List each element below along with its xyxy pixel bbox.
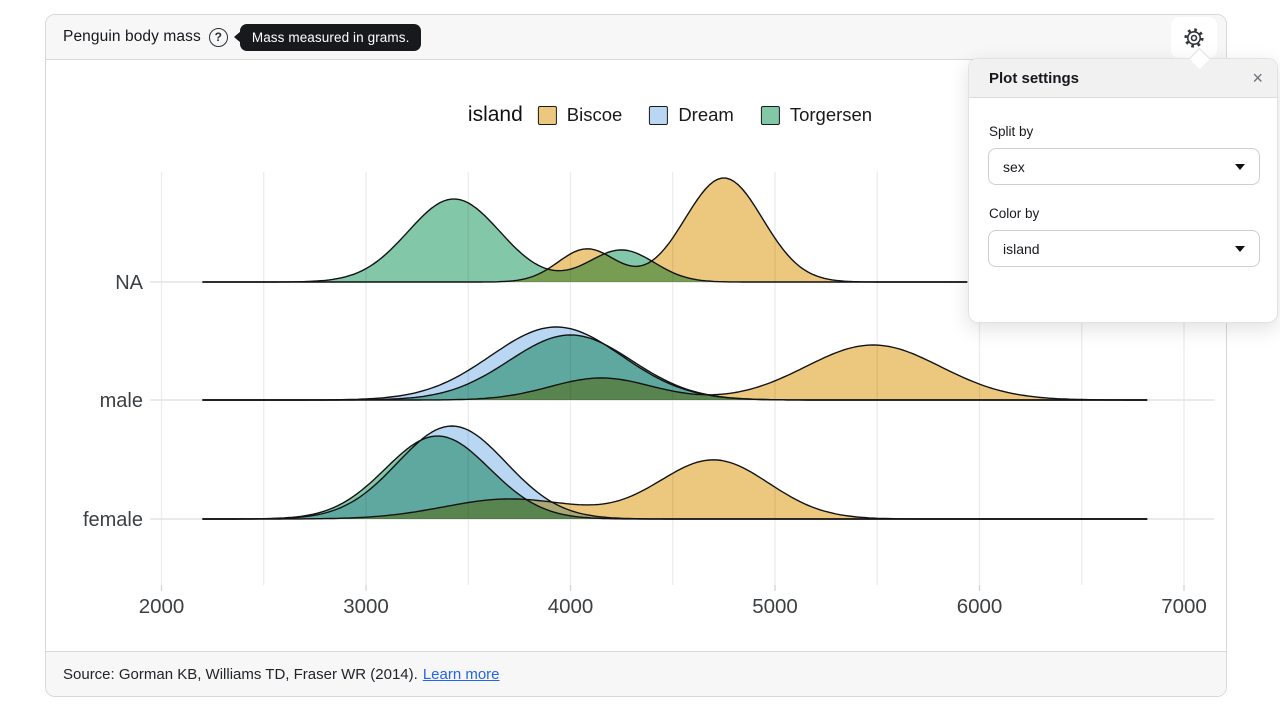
legend-label: Dream xyxy=(678,104,734,125)
page-title: Penguin body mass xyxy=(63,28,201,45)
popover-body: Split by sex Color by island xyxy=(969,98,1277,267)
tooltip-arrow-icon xyxy=(233,31,241,43)
x-tick-label: 5000 xyxy=(752,595,798,618)
chevron-down-icon xyxy=(1235,245,1245,252)
legend-label: Torgersen xyxy=(789,104,873,125)
gear-icon xyxy=(1184,27,1204,48)
split-by-label: Split by xyxy=(989,124,1034,139)
help-icon[interactable]: ? xyxy=(208,27,228,47)
popover-header: Plot settings × xyxy=(969,59,1277,98)
plot-settings-panel: Plot settings × Split by sex Color by is… xyxy=(968,47,1278,323)
x-tick-label: 3000 xyxy=(343,595,389,618)
help-tooltip: Mass measured in grams. xyxy=(233,23,422,51)
popover-title: Plot settings xyxy=(989,69,1080,87)
x-tick-label: 2000 xyxy=(139,595,185,618)
row-label: NA xyxy=(115,272,143,294)
legend-label: Biscoe xyxy=(566,104,623,125)
tooltip-text: Mass measured in grams. xyxy=(251,29,410,45)
color-by-value: island xyxy=(1003,240,1040,257)
settings-button[interactable] xyxy=(1171,17,1217,58)
dream-swatch-icon xyxy=(649,105,669,125)
legend-title: island xyxy=(467,103,523,126)
row-label: female xyxy=(83,509,143,531)
chevron-down-icon xyxy=(1235,163,1245,170)
legend-item-biscoe: Biscoe xyxy=(537,104,623,126)
biscoe-swatch-icon xyxy=(537,105,557,125)
help-glyph: ? xyxy=(214,30,223,44)
source-text: Source: Gorman KB, Williams TD, Fraser W… xyxy=(63,665,418,683)
card-header: Penguin body mass ? Mass measured in gra… xyxy=(46,15,1226,60)
plot-legend: island Biscoe Dream Torgersen xyxy=(468,103,872,127)
x-tick-label: 4000 xyxy=(548,595,594,618)
card-footer: Source: Gorman KB, Williams TD, Fraser W… xyxy=(46,651,1226,696)
color-by-label: Color by xyxy=(989,206,1040,221)
row-label: male xyxy=(100,390,143,412)
learn-more-link[interactable]: Learn more xyxy=(422,665,500,683)
close-icon[interactable]: × xyxy=(1252,68,1263,88)
legend-item-dream: Dream xyxy=(649,104,734,126)
legend-item-torgersen: Torgersen xyxy=(760,104,873,126)
torgersen-swatch-icon xyxy=(760,105,780,125)
x-tick-label: 7000 xyxy=(1161,595,1207,618)
x-tick-label: 6000 xyxy=(957,595,1003,618)
split-by-select[interactable]: sex xyxy=(988,148,1260,185)
color-by-select[interactable]: island xyxy=(988,230,1260,267)
split-by-value: sex xyxy=(1003,158,1025,175)
